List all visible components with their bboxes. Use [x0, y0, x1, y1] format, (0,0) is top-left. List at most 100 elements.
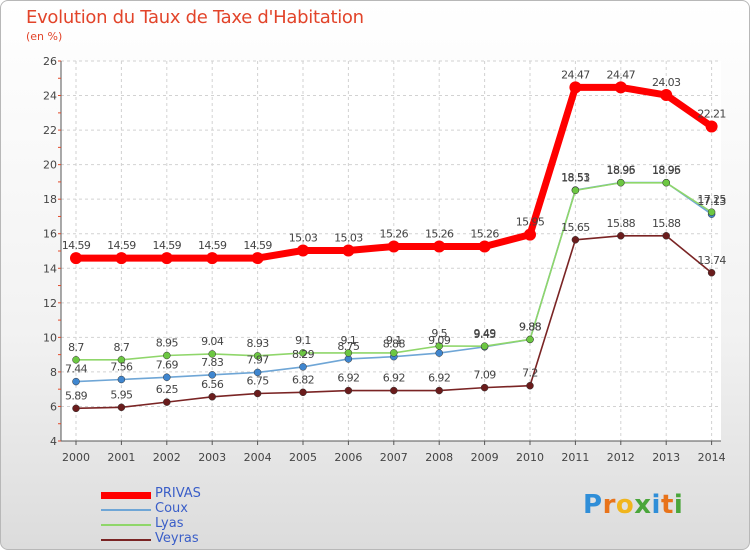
data-point-coux	[208, 371, 216, 379]
data-label-lyas: 8.95	[156, 337, 179, 350]
data-label-lyas: 18.51	[561, 171, 590, 184]
y-tick-label: 26	[43, 55, 57, 68]
data-label-lyas: 9.04	[201, 335, 224, 348]
data-label-privas: 24.47	[561, 68, 590, 81]
legend-swatch	[101, 539, 151, 541]
x-tick-label: 2010	[516, 451, 544, 464]
data-label-lyas: 9.1	[386, 334, 402, 347]
data-label-coux: 7.69	[156, 358, 179, 371]
data-label-privas: 15.03	[334, 231, 363, 244]
data-label-privas: 24.03	[652, 76, 681, 89]
data-point-veyras	[480, 383, 489, 392]
data-point-lyas	[617, 179, 625, 187]
data-label-privas: 14.59	[153, 239, 182, 252]
data-point-lyas	[117, 356, 126, 364]
data-point-veyras	[72, 404, 80, 413]
data-point-lyas	[344, 349, 353, 357]
data-label-veyras: 15.65	[561, 221, 590, 234]
data-label-lyas: 9.1	[341, 334, 357, 347]
data-label-veyras: 6.92	[428, 372, 450, 385]
chart-subtitle: (en %)	[26, 30, 63, 43]
data-label-coux: 7.56	[110, 361, 133, 374]
data-label-coux: 7.83	[201, 356, 224, 369]
data-label-privas: 15.26	[380, 228, 409, 241]
legend-label: Lyas	[155, 516, 184, 531]
x-tick-label: 2013	[652, 451, 680, 464]
data-point-privas	[70, 252, 82, 265]
data-point-veyras	[253, 389, 262, 398]
data-point-lyas	[390, 349, 398, 357]
data-point-coux	[299, 363, 307, 371]
y-tick-label: 22	[43, 124, 57, 137]
data-point-lyas	[253, 352, 262, 360]
data-label-lyas: 8.7	[68, 341, 84, 354]
data-point-coux	[72, 377, 80, 386]
x-tick-label: 2012	[607, 451, 635, 464]
data-label-veyras: 7.2	[522, 367, 538, 380]
data-label-lyas: 9.49	[474, 327, 497, 340]
data-point-veyras	[617, 232, 625, 240]
data-label-privas: 14.59	[107, 239, 136, 252]
x-tick-label: 2002	[153, 451, 181, 464]
chart-title: Evolution du Taux de Taxe d'Habitation	[26, 7, 364, 28]
legend-label: PRIVAS	[155, 486, 201, 501]
data-label-veyras: 6.82	[292, 373, 314, 386]
data-point-lyas	[163, 351, 171, 360]
data-point-lyas	[72, 356, 80, 364]
data-label-privas: 14.59	[62, 239, 91, 252]
data-point-privas	[342, 244, 355, 257]
data-label-veyras: 7.09	[474, 369, 497, 382]
data-point-coux	[435, 349, 443, 357]
data-label-coux: 8.88	[383, 338, 406, 351]
x-tick-label: 2006	[334, 451, 362, 464]
data-point-lyas	[526, 335, 534, 344]
data-label-veyras: 5.89	[65, 389, 88, 402]
data-label-coux: 8.75	[337, 340, 360, 353]
data-label-privas: 14.59	[243, 239, 272, 252]
y-tick-label: 8	[50, 366, 57, 379]
data-label-coux: 9.45	[474, 328, 497, 341]
data-label-privas: 15.95	[516, 216, 545, 229]
data-label-coux: 18.53	[561, 171, 590, 184]
x-tick-label: 2003	[198, 451, 226, 464]
x-tick-label: 2014	[698, 451, 726, 464]
y-tick-label: 24	[43, 90, 57, 103]
data-point-veyras	[571, 236, 580, 244]
data-point-privas	[524, 228, 536, 241]
data-point-privas	[705, 120, 718, 133]
legend-swatch	[101, 524, 151, 526]
data-point-privas	[115, 252, 128, 265]
y-tick-label: 12	[43, 297, 57, 310]
data-point-lyas	[571, 186, 580, 195]
data-point-veyras	[435, 386, 443, 395]
proxiti-logo: Proxiti	[583, 490, 684, 520]
data-point-privas	[569, 81, 582, 94]
data-label-coux: 7.44	[65, 363, 88, 376]
data-label-coux: 18.96	[652, 164, 681, 177]
data-label-privas: 22.21	[697, 107, 726, 120]
data-point-lyas	[299, 349, 307, 357]
data-point-lyas	[707, 208, 716, 216]
data-point-coux	[117, 375, 126, 384]
data-label-lyas: 8.93	[247, 337, 270, 350]
data-label-veyras: 6.92	[337, 372, 359, 385]
data-point-privas	[433, 240, 446, 253]
y-tick-label: 16	[43, 228, 57, 241]
legend-label: Veyras	[155, 531, 199, 546]
data-label-veyras: 6.75	[247, 375, 270, 388]
data-point-lyas	[435, 342, 443, 350]
data-point-veyras	[390, 386, 398, 395]
x-tick-label: 2011	[561, 451, 589, 464]
data-point-veyras	[299, 388, 307, 397]
data-label-veyras: 5.95	[110, 388, 133, 401]
data-label-veyras: 13.74	[697, 254, 726, 267]
data-label-coux: 18.96	[607, 164, 636, 177]
data-label-lyas: 17.25	[697, 193, 726, 206]
data-point-veyras	[662, 232, 670, 240]
data-point-veyras	[344, 386, 353, 395]
y-tick-label: 6	[50, 400, 57, 413]
data-label-coux: 9.88	[519, 320, 542, 333]
data-label-lyas: 9.5	[431, 327, 447, 340]
data-point-veyras	[526, 381, 534, 390]
data-label-lyas: 18.95	[652, 164, 681, 177]
